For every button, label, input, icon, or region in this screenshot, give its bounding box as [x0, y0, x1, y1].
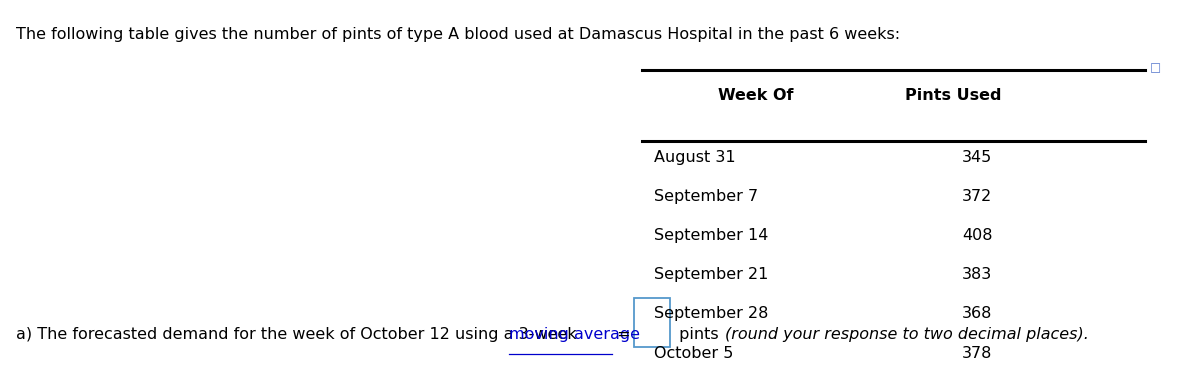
Text: Pints Used: Pints Used — [905, 88, 1002, 103]
Text: October 5: October 5 — [654, 346, 733, 361]
Text: September 21: September 21 — [654, 267, 768, 282]
Text: The following table gives the number of pints of type A blood used at Damascus H: The following table gives the number of … — [16, 27, 900, 42]
Text: September 7: September 7 — [654, 189, 758, 204]
Text: (round your response to two decimal places).: (round your response to two decimal plac… — [725, 328, 1090, 343]
Text: 372: 372 — [962, 189, 992, 204]
Text: August 31: August 31 — [654, 150, 736, 165]
Text: a) The forecasted demand for the week of October 12 using a 3-week: a) The forecasted demand for the week of… — [16, 328, 582, 343]
FancyBboxPatch shape — [635, 299, 670, 347]
Text: moving average: moving average — [509, 328, 640, 343]
Text: =: = — [612, 328, 636, 343]
Text: □: □ — [1150, 61, 1160, 74]
Text: 378: 378 — [962, 346, 992, 361]
Text: 345: 345 — [962, 150, 992, 165]
Text: September 14: September 14 — [654, 228, 768, 243]
Text: 368: 368 — [962, 306, 992, 321]
Text: 408: 408 — [962, 228, 992, 243]
Text: Week Of: Week Of — [718, 88, 793, 103]
Text: pints: pints — [673, 328, 724, 343]
Text: 383: 383 — [962, 267, 992, 282]
Text: September 28: September 28 — [654, 306, 768, 321]
